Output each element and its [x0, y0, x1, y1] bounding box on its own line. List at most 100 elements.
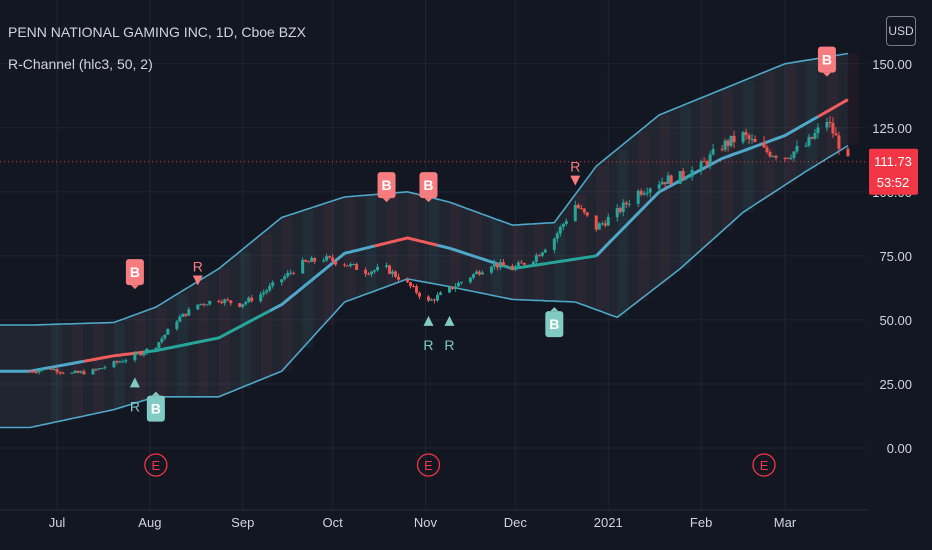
candle-body	[355, 263, 359, 270]
candle-body	[687, 176, 691, 178]
signal-r-marker: R	[570, 159, 580, 186]
candle-body	[501, 262, 505, 266]
candle-body	[220, 301, 224, 304]
candle-body	[828, 122, 832, 124]
band-stripe	[743, 80, 755, 213]
candle-body	[271, 282, 275, 286]
candles	[28, 116, 850, 376]
candle-body	[603, 223, 607, 226]
x-tick-label: Nov	[414, 515, 438, 530]
candle-body	[564, 221, 568, 224]
candle-body	[831, 122, 835, 134]
candle-body	[301, 259, 305, 274]
candle-body	[426, 296, 430, 301]
signal-label: R	[570, 159, 580, 175]
candle-body	[289, 272, 293, 274]
signal-b-marker: B	[817, 46, 836, 77]
band-stripe	[638, 132, 650, 302]
candle-body	[774, 156, 778, 158]
candle-body	[313, 257, 317, 262]
price-tag-countdown: 53:52	[877, 175, 910, 190]
candle-body	[471, 274, 475, 278]
x-tick-label: Jul	[49, 515, 66, 530]
signal-b-marker: B	[146, 391, 165, 422]
candle-body	[145, 348, 149, 353]
band-stripe	[155, 307, 167, 397]
candle-body	[732, 135, 736, 143]
price-tag-value: 111.73	[874, 154, 912, 169]
candle-body	[615, 207, 619, 218]
earnings-marker: E	[416, 453, 441, 477]
band-stripe	[596, 166, 608, 310]
candle-body	[606, 217, 610, 226]
signal-b-marker: B	[377, 172, 396, 203]
candle-body	[765, 147, 769, 152]
candle-body	[456, 282, 460, 287]
candle-body	[534, 255, 538, 262]
candle-body	[666, 175, 670, 185]
band-stripe	[302, 210, 314, 349]
candle-body	[495, 263, 499, 268]
candle-body	[262, 292, 266, 295]
candle-body	[202, 303, 206, 305]
candle-body	[154, 347, 158, 349]
signal-label: B	[151, 401, 161, 417]
candle-body	[792, 151, 796, 158]
currency-button[interactable]: USD	[886, 16, 916, 46]
x-tick-label: Dec	[504, 515, 528, 530]
x-tick-label: Sep	[231, 515, 254, 530]
candle-body	[489, 266, 493, 273]
signal-b-marker: B	[419, 172, 438, 203]
candle-body	[639, 190, 643, 195]
candle-body	[429, 299, 433, 301]
candle-body	[750, 139, 754, 141]
y-tick-label: 0.00	[887, 441, 912, 456]
candle-body	[97, 368, 101, 370]
candle-body	[720, 149, 724, 151]
candle-body	[468, 277, 472, 283]
candle-body	[181, 313, 185, 317]
band-stripe	[365, 195, 377, 295]
candle-body	[837, 135, 841, 149]
candle-body	[79, 371, 83, 373]
candle-body	[450, 286, 454, 289]
candle-body	[492, 263, 496, 267]
band-stripe	[449, 202, 461, 287]
price-tag-box	[869, 148, 918, 195]
candle-body	[373, 270, 377, 272]
band-stripe	[197, 281, 209, 397]
earnings-marker: E	[752, 453, 776, 477]
candle-body	[810, 137, 814, 139]
candle-body	[513, 266, 517, 271]
candle-body	[561, 223, 565, 227]
candle-body	[304, 259, 308, 262]
candle-body	[438, 292, 442, 295]
candle-body	[498, 262, 502, 268]
candle-body	[519, 262, 523, 264]
candle-body	[699, 161, 703, 170]
candle-body	[804, 145, 808, 147]
x-tick-label: Feb	[690, 515, 712, 530]
candle-body	[349, 263, 353, 266]
band-stripe	[575, 194, 587, 302]
candle-body	[537, 255, 541, 257]
candle-body	[322, 260, 326, 262]
band-stripe	[491, 217, 503, 296]
channel-mid-line	[143, 309, 271, 354]
candle-body	[133, 353, 137, 361]
band-stripe	[533, 223, 545, 301]
candle-body	[124, 360, 128, 362]
x-tick-label: Aug	[138, 515, 161, 530]
candle-body	[624, 202, 628, 205]
candle-body	[705, 161, 709, 165]
y-tick-label: 150.00	[872, 57, 912, 72]
candle-body	[283, 276, 287, 280]
candle-body	[376, 267, 380, 271]
candle-body	[555, 233, 559, 239]
signal-r-marker: R	[444, 315, 455, 353]
candle-body	[747, 135, 751, 140]
candle-body	[474, 271, 478, 275]
candle-body	[660, 181, 664, 185]
